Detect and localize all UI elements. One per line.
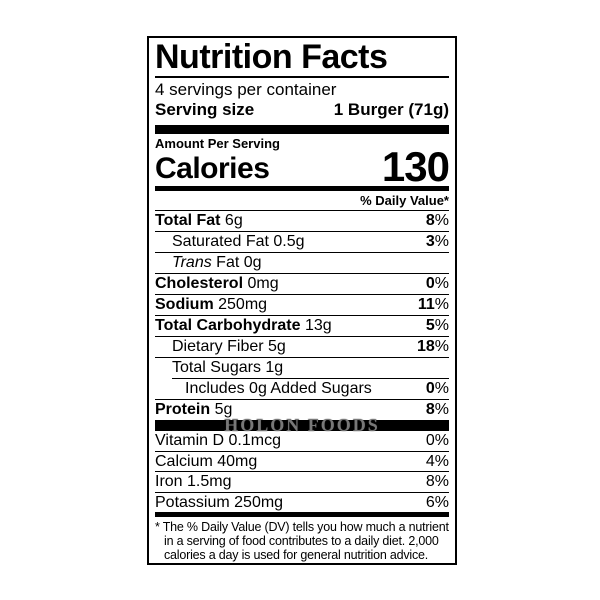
daily-value-percent: 8% [425, 401, 449, 418]
servings-per-container: 4 servings per container [155, 80, 337, 99]
daily-value-percent: 11% [417, 296, 449, 313]
nutrient-name: Includes 0g Added Sugars [185, 380, 372, 397]
nutrient-row: Total Fat 6g 8% [155, 210, 449, 231]
thick-divider-bar [155, 125, 449, 134]
amount-per-serving-label: Amount Per Serving [155, 136, 280, 151]
nutrient-name: Potassium 250mg [155, 493, 284, 511]
nutrient-name: Total Carbohydrate 13g [155, 317, 332, 334]
nutrient-name: Total Sugars 1g [172, 359, 284, 376]
nutrient-row: Saturated Fat 0.5g 3% [155, 231, 449, 252]
daily-value-percent: 6% [425, 493, 449, 511]
nutrient-row: Trans Fat 0g [155, 252, 449, 273]
calories-row: Calories 130 [155, 143, 450, 190]
footnote-marker: * [155, 520, 160, 534]
nutrient-name: Dietary Fiber 5g [172, 338, 286, 355]
calories-label: Calories [155, 152, 270, 185]
nutrient-row: Total Carbohydrate 13g 5% [155, 315, 449, 336]
nutrient-name: Sodium 250mg [155, 296, 268, 313]
nutrient-row: Sodium 250mg 11% [155, 294, 449, 315]
nutrient-name: Saturated Fat 0.5g [172, 233, 305, 250]
serving-size-row: Serving size 1 Burger (71g) [155, 100, 449, 120]
nutrient-rows-section: Total Fat 6g 8% Saturated Fat 0.5g 3% Trans … [155, 210, 449, 420]
nutrient-row: Iron 1.5mg 8% [155, 471, 449, 492]
nutrient-name: Protein 5g [155, 401, 233, 418]
nutrient-name: Trans Fat 0g [172, 254, 262, 271]
calories-value: 130 [381, 143, 450, 190]
daily-value-percent: 3% [425, 233, 449, 250]
daily-value-header: % Daily Value* [360, 193, 449, 208]
divider-rule [155, 76, 449, 78]
medium-divider-bar [155, 512, 449, 517]
thick-divider-bar: HOLON FOODS [155, 414, 449, 434]
nutrition-facts-title: Nutrition Facts [155, 38, 388, 76]
daily-value-percent: 0% [425, 380, 449, 397]
daily-value-percent: 0% [425, 275, 449, 292]
footnote-text: The % Daily Value (DV) tells you how muc… [159, 520, 449, 562]
daily-value-percent: 8% [425, 212, 449, 229]
nutrient-row: Potassium 250mg 6% [155, 491, 449, 513]
nutrient-name: Cholesterol 0mg [155, 275, 279, 292]
nutrient-row: Includes 0g Added Sugars 0% [172, 378, 449, 399]
nutrient-row: Vitamin D 0.1mcg 0% [155, 431, 449, 451]
nutrient-name: Vitamin D 0.1mcg [155, 432, 281, 449]
nutrient-row: Total Sugars 1g [155, 357, 449, 378]
daily-value-percent: 0% [425, 432, 449, 449]
daily-value-footnote: * The % Daily Value (DV) tells you how m… [155, 520, 449, 562]
vitamin-rows-section: Vitamin D 0.1mcg 0% Calcium 40mg 4% Iron 1.5… [155, 431, 449, 512]
serving-size-value: 1 Burger (71g) [333, 100, 449, 119]
brand-watermark: HOLON FOODS [224, 414, 380, 435]
nutrient-row: Protein 5g 8% [155, 399, 449, 420]
nutrient-row: Cholesterol 0mg 0% [155, 273, 449, 294]
daily-value-percent: 8% [425, 473, 449, 490]
daily-value-percent: 4% [425, 452, 449, 470]
nutrient-name: Calcium 40mg [155, 452, 258, 470]
nutrient-row: Calcium 40mg 4% [155, 450, 449, 472]
daily-value-percent: 5% [425, 317, 449, 334]
nutrient-name: Iron 1.5mg [155, 473, 232, 490]
nutrient-row: Dietary Fiber 5g 18% [155, 336, 449, 357]
daily-value-percent: 18% [416, 338, 449, 355]
serving-size-label: Serving size [155, 100, 255, 119]
nutrient-name: Total Fat 6g [155, 212, 243, 229]
nutrition-facts-label: Nutrition Facts 4 servings per container… [147, 36, 457, 565]
medium-divider-bar [155, 186, 449, 191]
